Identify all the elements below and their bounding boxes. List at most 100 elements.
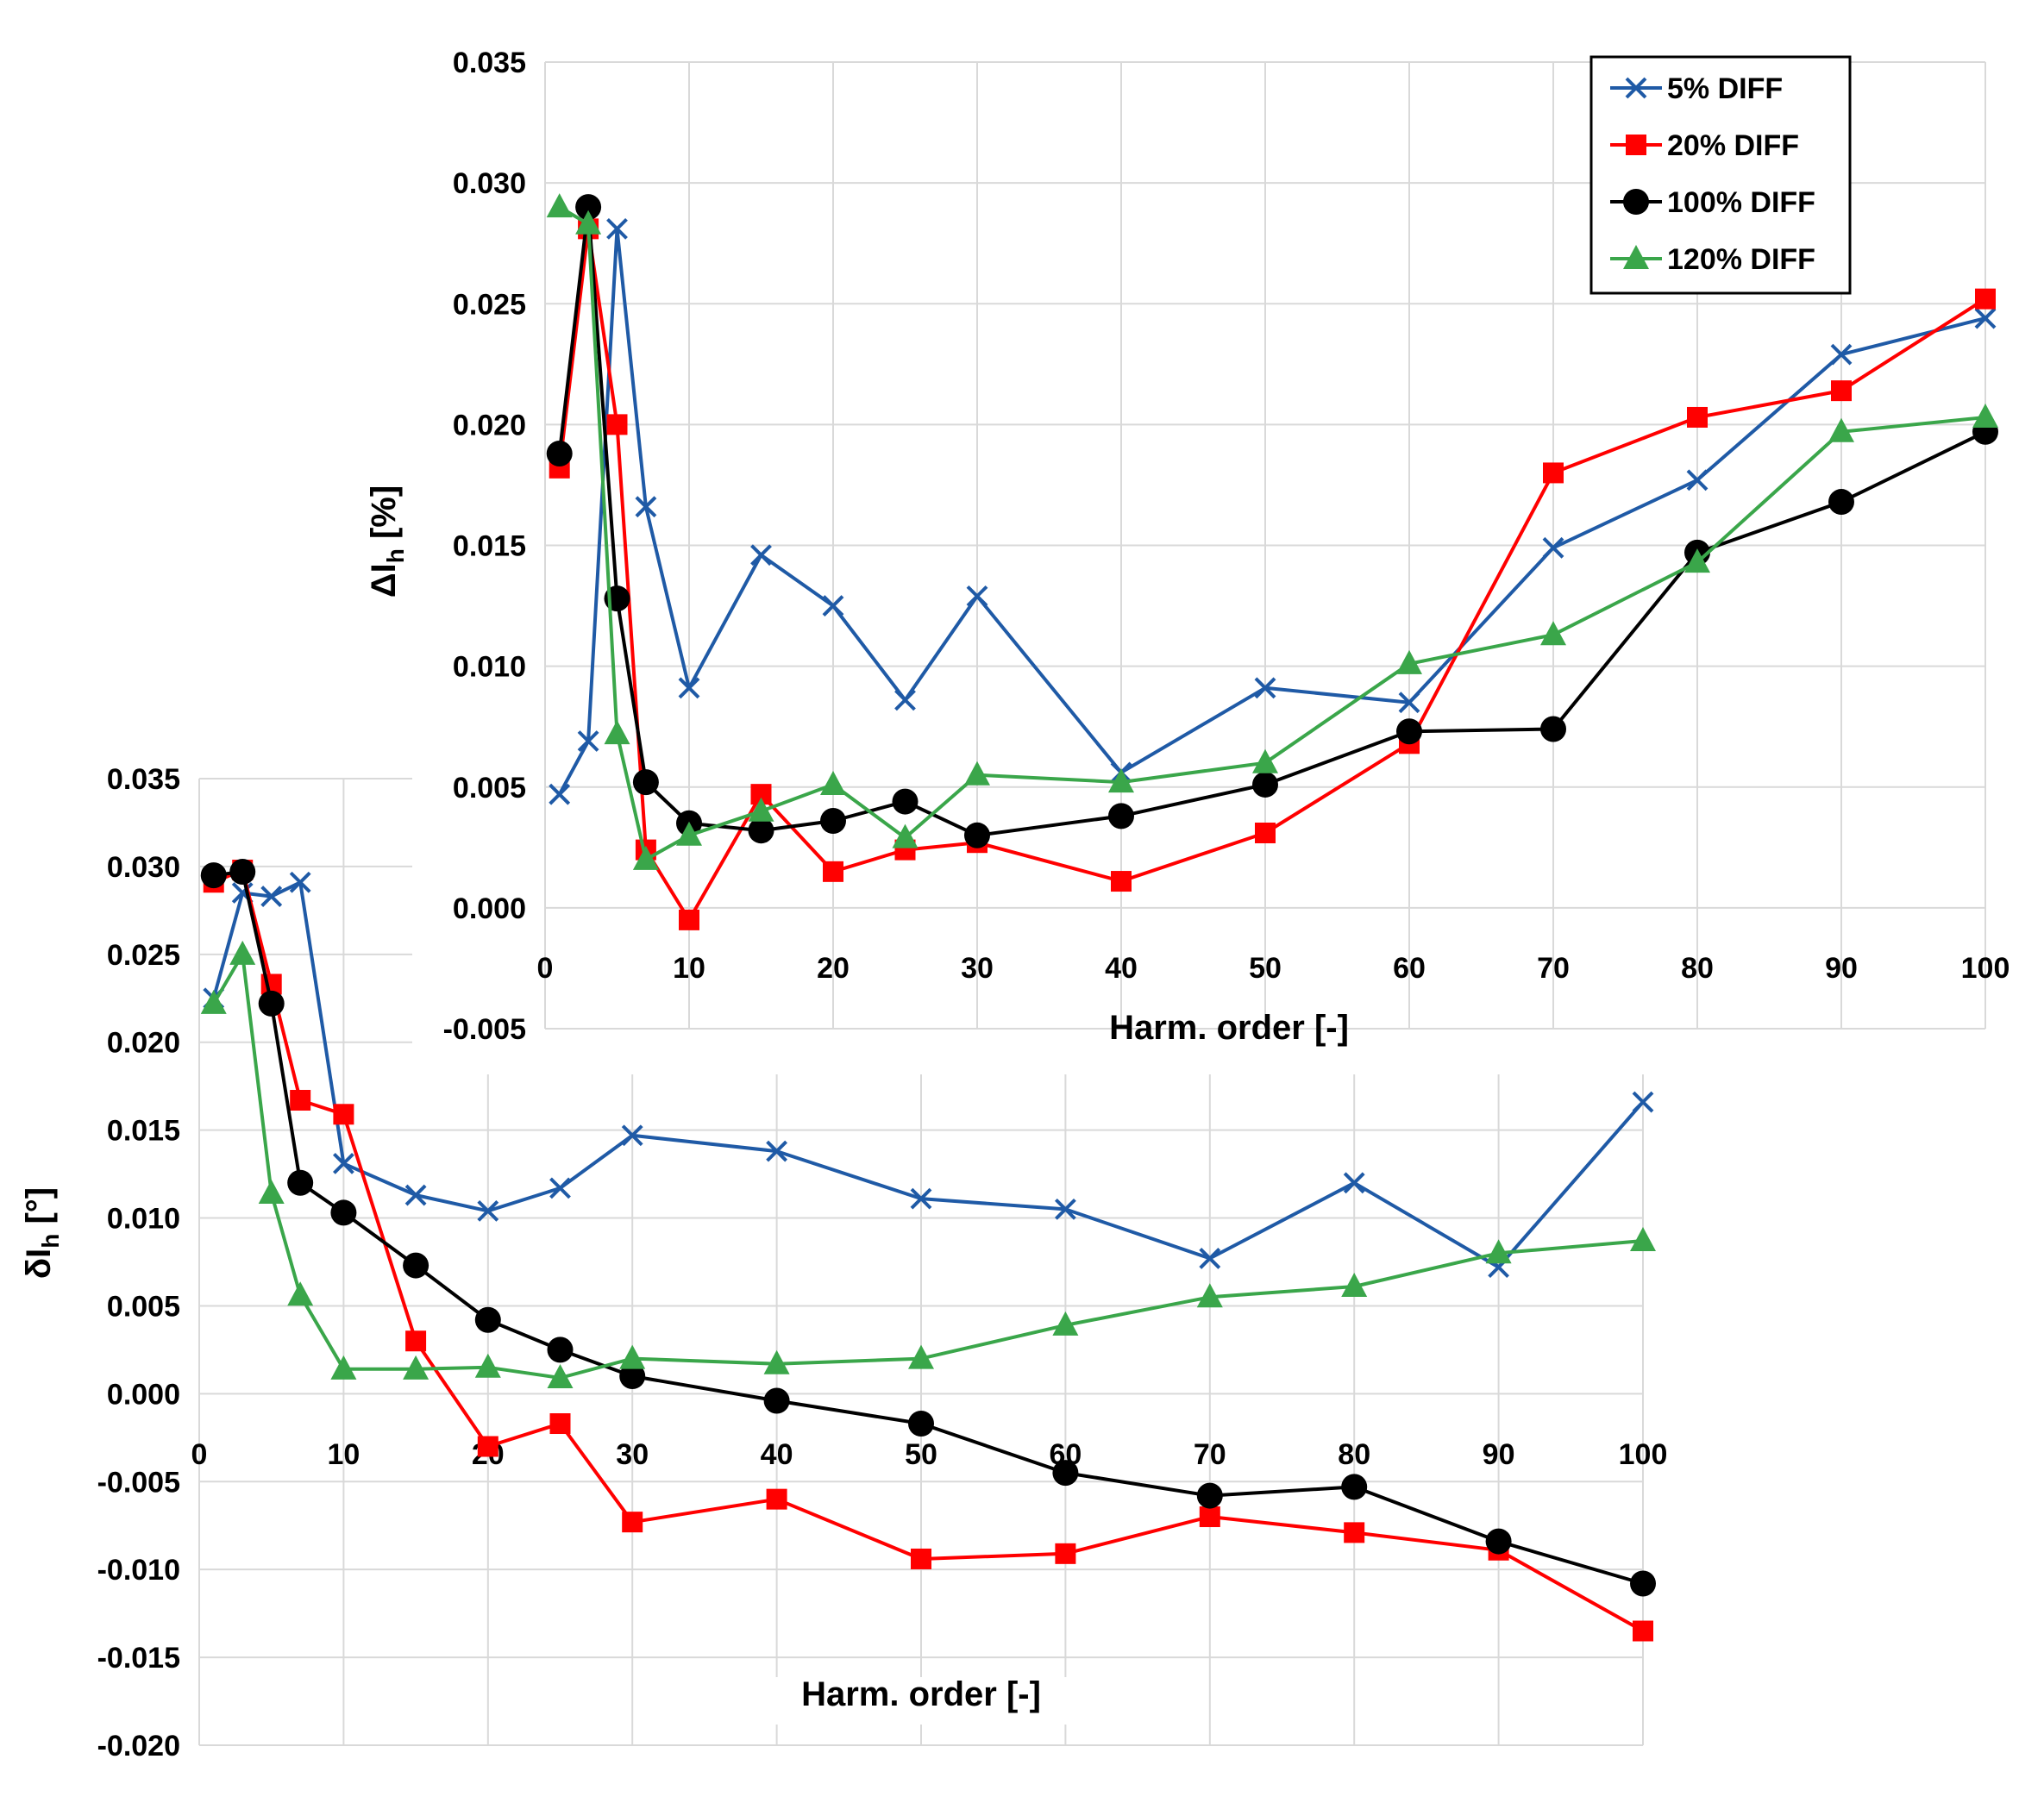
x-marker — [910, 1187, 932, 1210]
y-tick-label: 0.030 — [107, 851, 180, 884]
circle-marker — [632, 769, 659, 796]
circle-marker — [330, 1199, 357, 1226]
x-tick-label: 100 — [1619, 1438, 1668, 1471]
square-marker — [622, 1512, 643, 1533]
y-tick-label: 0.025 — [453, 288, 526, 321]
triangle-marker — [748, 797, 774, 822]
square-marker — [1831, 380, 1852, 402]
circle-marker — [403, 1252, 429, 1279]
circle-marker — [1623, 189, 1649, 215]
legend-label: 100% DIFF — [1667, 186, 1815, 219]
x-marker — [1625, 77, 1647, 99]
square-marker — [823, 861, 843, 882]
square-marker — [1633, 1620, 1653, 1642]
x-marker — [1632, 1091, 1654, 1113]
x-marker — [966, 585, 988, 607]
triangle-marker — [1540, 621, 1566, 646]
x-marker — [1398, 692, 1420, 714]
x-marker — [1542, 536, 1564, 559]
x-tick-label: 50 — [905, 1438, 937, 1471]
x-axis-label: Harm. order [-] — [801, 1675, 1041, 1713]
square-marker — [1687, 406, 1708, 428]
triangle-marker — [1485, 1239, 1512, 1264]
x-marker — [766, 1140, 788, 1162]
series-20-diff — [549, 218, 1996, 930]
x-marker — [1974, 307, 1997, 329]
circle-marker — [229, 859, 256, 886]
triangle-marker — [258, 1180, 285, 1205]
x-tick-label: 0 — [191, 1438, 208, 1471]
square-marker — [1344, 1522, 1365, 1543]
square-marker — [1199, 1506, 1220, 1528]
triangle-marker — [1684, 548, 1710, 573]
square-marker — [679, 909, 699, 930]
y-tick-label: 0.035 — [453, 47, 526, 79]
x-axis-label-background — [759, 1677, 1087, 1725]
triangle-marker — [619, 1344, 646, 1369]
series-line — [212, 868, 1644, 1633]
y-axis-label-unit: [%] — [365, 485, 403, 548]
x-tick-label: 40 — [1105, 952, 1138, 985]
triangle-marker — [1828, 417, 1854, 442]
x-tick-label: 100 — [1961, 952, 2010, 985]
triangle-marker — [287, 1281, 314, 1306]
x-axis-label: Harm. order [-] — [1109, 1009, 1349, 1047]
x-marker — [577, 730, 599, 752]
x-tick-label: 90 — [1825, 952, 1858, 985]
circle-marker — [1341, 1474, 1368, 1500]
series-5-diff — [549, 217, 1997, 805]
triangle-marker — [1108, 768, 1134, 793]
triangle-marker — [820, 770, 846, 795]
x-marker — [1343, 1172, 1365, 1194]
circle-marker — [1630, 1570, 1656, 1597]
y-tick-label: 0.015 — [453, 530, 526, 563]
legend: 5% DIFF 20% DIFF 100% DIFF 120% DIFF — [1589, 55, 1852, 295]
square-marker — [1975, 288, 1996, 310]
square-marker — [606, 414, 628, 435]
triangle-marker — [908, 1344, 934, 1369]
y-tick-label: 0.035 — [107, 763, 180, 796]
x-marker — [1254, 677, 1276, 699]
triangle-marker — [1630, 1227, 1656, 1252]
circle-marker — [575, 194, 602, 221]
circle-marker — [287, 1169, 314, 1196]
legend-item: 20% DIFF — [1610, 129, 1799, 162]
x-marker — [332, 1152, 354, 1174]
y-tick-label: 0.010 — [453, 651, 526, 684]
series-line — [558, 205, 1986, 861]
triangle-marker — [1396, 649, 1422, 674]
x-marker — [1830, 343, 1853, 366]
triangle-marker — [964, 761, 990, 786]
y-axis-label: δIh [°] — [20, 1187, 64, 1279]
x-marker — [289, 871, 311, 893]
circle-marker — [474, 1306, 501, 1333]
y-tick-label: 0.000 — [107, 1378, 180, 1411]
square-marker — [290, 1089, 311, 1111]
circle-marker — [964, 822, 990, 848]
square-marker — [477, 1436, 498, 1457]
legend-label: 120% DIFF — [1667, 243, 1815, 276]
y-axis-label-unit: [°] — [20, 1187, 58, 1234]
x-marker — [678, 677, 700, 699]
x-tick-label: 80 — [1681, 952, 1714, 985]
square-marker — [333, 1104, 354, 1125]
y-tick-label: 0.010 — [107, 1203, 180, 1236]
y-axis-label-subscript: h — [382, 548, 409, 563]
triangle-marker — [632, 845, 659, 870]
triangle-marker — [200, 989, 227, 1014]
x-tick-label: 90 — [1483, 1438, 1515, 1471]
series-line — [557, 227, 1986, 796]
series-5-diff — [203, 871, 1654, 1279]
x-marker — [822, 595, 844, 617]
x-marker — [894, 689, 916, 711]
y-tick-label: -0.015 — [97, 1642, 180, 1675]
square-marker — [766, 1488, 787, 1510]
circle-marker — [820, 807, 846, 834]
x-marker — [621, 1124, 643, 1147]
x-tick-label: 30 — [961, 952, 994, 985]
x-tick-label: 10 — [327, 1438, 360, 1471]
series-120-diff — [200, 940, 1656, 1389]
triangle-marker — [676, 821, 702, 846]
y-axis-label-main: ΔI — [365, 563, 403, 598]
triangle-marker — [763, 1349, 790, 1374]
